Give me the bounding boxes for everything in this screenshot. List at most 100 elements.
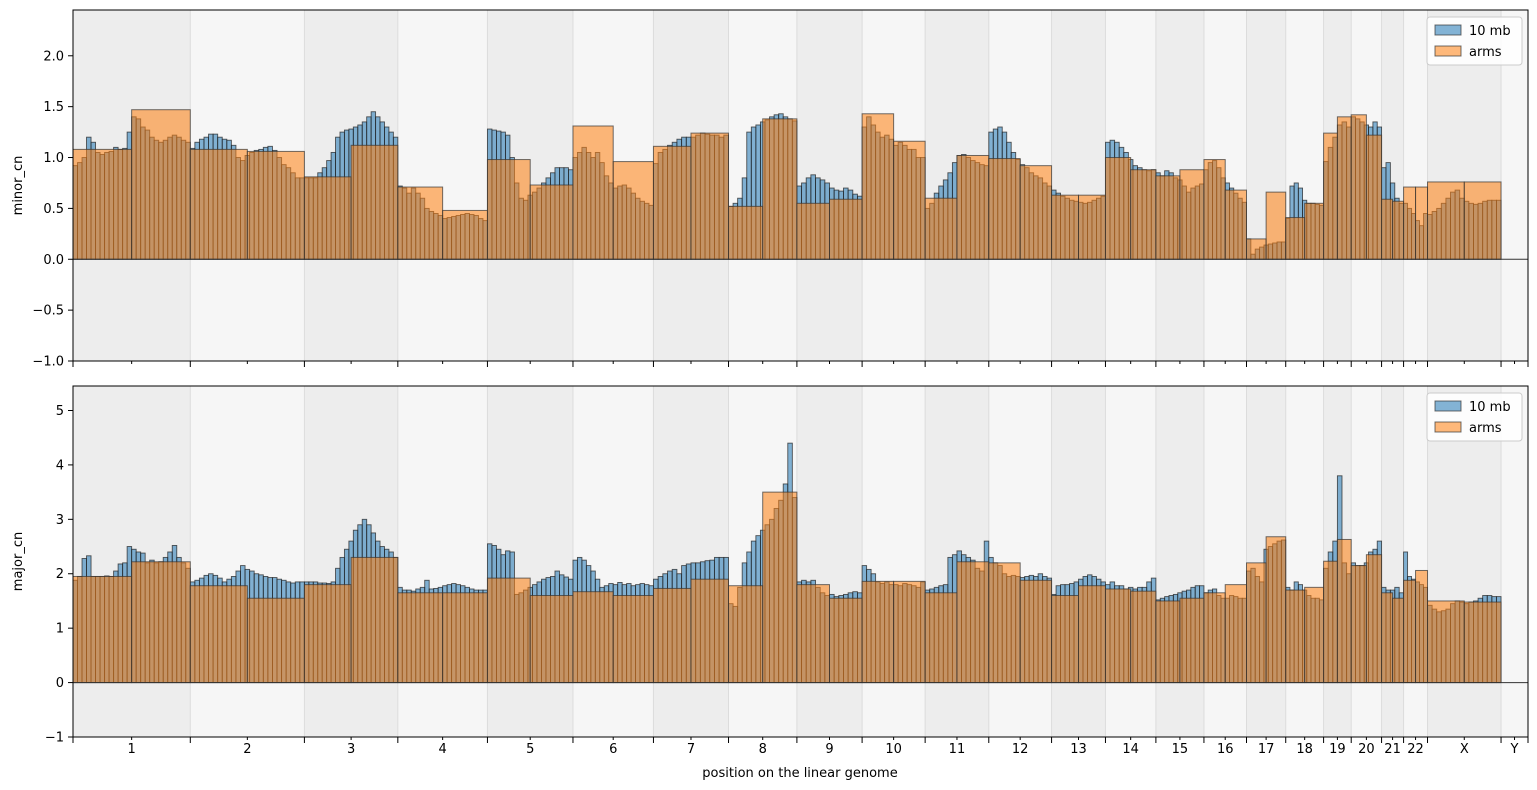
arm-bar [1265, 536, 1287, 684]
arm-bar [1246, 238, 1267, 260]
arm-bar [1224, 584, 1248, 684]
chromosome-band [1285, 10, 1324, 361]
arm-bar [1104, 157, 1132, 260]
arm-bar [397, 592, 444, 684]
y-tick-label: 2.0 [43, 49, 64, 64]
y-tick-label: 3 [56, 513, 64, 528]
arm-bar [1365, 554, 1383, 684]
chromosome-label: 12 [1012, 742, 1029, 757]
chromosome-label: X [1460, 742, 1469, 757]
legend-label: 10 mb [1469, 400, 1511, 415]
arm-bar [1415, 186, 1429, 260]
arm-bar [1381, 198, 1394, 260]
arm-bar [1415, 569, 1429, 684]
arm-bar [728, 585, 764, 684]
chromosome-band [397, 10, 488, 361]
chromosome-label: 6 [609, 742, 617, 757]
arm-bar [1350, 114, 1367, 260]
chromosome-band [1501, 10, 1528, 361]
arm-bar [131, 561, 191, 684]
y-tick-label: 5 [56, 404, 64, 419]
arm-bar [988, 158, 1021, 260]
chromosome-band [190, 386, 305, 737]
arm-bar [612, 595, 654, 684]
arm-bar [924, 592, 958, 684]
arm-bar [1323, 560, 1338, 684]
chromosome-band [1381, 386, 1404, 737]
arm-bar [350, 556, 399, 684]
arm-bar [1130, 169, 1157, 260]
arm-bar [1304, 202, 1325, 260]
arm-bar [1203, 592, 1226, 684]
arm-bar [1403, 186, 1417, 260]
arm-bar [1285, 589, 1306, 684]
arm-bar [529, 595, 574, 684]
arm-bar [529, 184, 574, 260]
chromosome-label: 5 [526, 742, 534, 757]
arm-bar [1392, 597, 1405, 684]
chromosome-band [796, 386, 863, 737]
arm-bar [1104, 588, 1132, 684]
chromosome-label: 21 [1384, 742, 1401, 757]
arm-bar [1427, 181, 1465, 260]
arm-bar [486, 577, 531, 684]
y-tick-label: −1 [45, 731, 64, 746]
arm-bar [1224, 189, 1248, 260]
arm-bar [796, 202, 830, 260]
arm-bar [1365, 134, 1383, 260]
arm-bar [1155, 600, 1181, 684]
chromosome-label: 19 [1329, 742, 1346, 757]
legend-label: arms [1469, 45, 1502, 60]
chromosome-label: 14 [1122, 742, 1139, 757]
arm-bar [652, 587, 692, 684]
arm-bar [1381, 592, 1394, 684]
arm-bar [1304, 586, 1325, 684]
arm-bar [1051, 595, 1080, 684]
arm-bar [350, 144, 399, 260]
chromosome-label: 15 [1172, 742, 1189, 757]
arm-bar [572, 125, 614, 260]
chromosome-band [1285, 386, 1324, 737]
arm-bar [442, 209, 488, 260]
chromosome-label: 10 [885, 742, 902, 757]
arm-bar [828, 198, 863, 260]
arm-bar [861, 580, 895, 684]
arm-bar [1078, 585, 1106, 684]
y-tick-label: 0.0 [43, 253, 64, 268]
y-tick-label: 1.5 [43, 100, 64, 115]
y-axis-label: major_cn [11, 532, 26, 591]
arm-bar [762, 491, 798, 684]
arm-bar [690, 132, 730, 260]
arm-bar [988, 562, 1021, 684]
arm-bar [690, 578, 730, 684]
chromosome-label: 13 [1070, 742, 1087, 757]
x-axis-label: position on the linear genome [702, 766, 897, 781]
arm-bar [1019, 579, 1053, 684]
chromosome-band [1105, 386, 1156, 737]
arm-bar [246, 150, 305, 260]
chromosome-label: 20 [1358, 742, 1375, 757]
arm-bar [303, 176, 352, 260]
legend-label: 10 mb [1469, 24, 1511, 39]
arm-bar [1179, 169, 1205, 260]
chromosome-label: 22 [1407, 742, 1424, 757]
chromosome-label: Y [1510, 742, 1519, 757]
arm-bar [1463, 181, 1502, 260]
chromosome-label: 2 [243, 742, 251, 757]
arm-bar [612, 161, 654, 260]
chromosome-label: 8 [759, 742, 767, 757]
arm-bar [72, 575, 133, 684]
chromosome-band [1246, 10, 1286, 361]
arm-bar [246, 597, 305, 684]
arm-bar [572, 591, 614, 684]
y-axis-label: minor_cn [11, 156, 26, 216]
legend-swatch [1434, 24, 1462, 36]
arm-bar [1019, 165, 1053, 260]
chromosome-label: 7 [687, 742, 695, 757]
arm-bar [1130, 590, 1157, 684]
arm-bar [397, 186, 444, 260]
legend-swatch [1434, 421, 1462, 433]
arm-bar [828, 597, 863, 684]
axes-frame [72, 9, 1529, 362]
